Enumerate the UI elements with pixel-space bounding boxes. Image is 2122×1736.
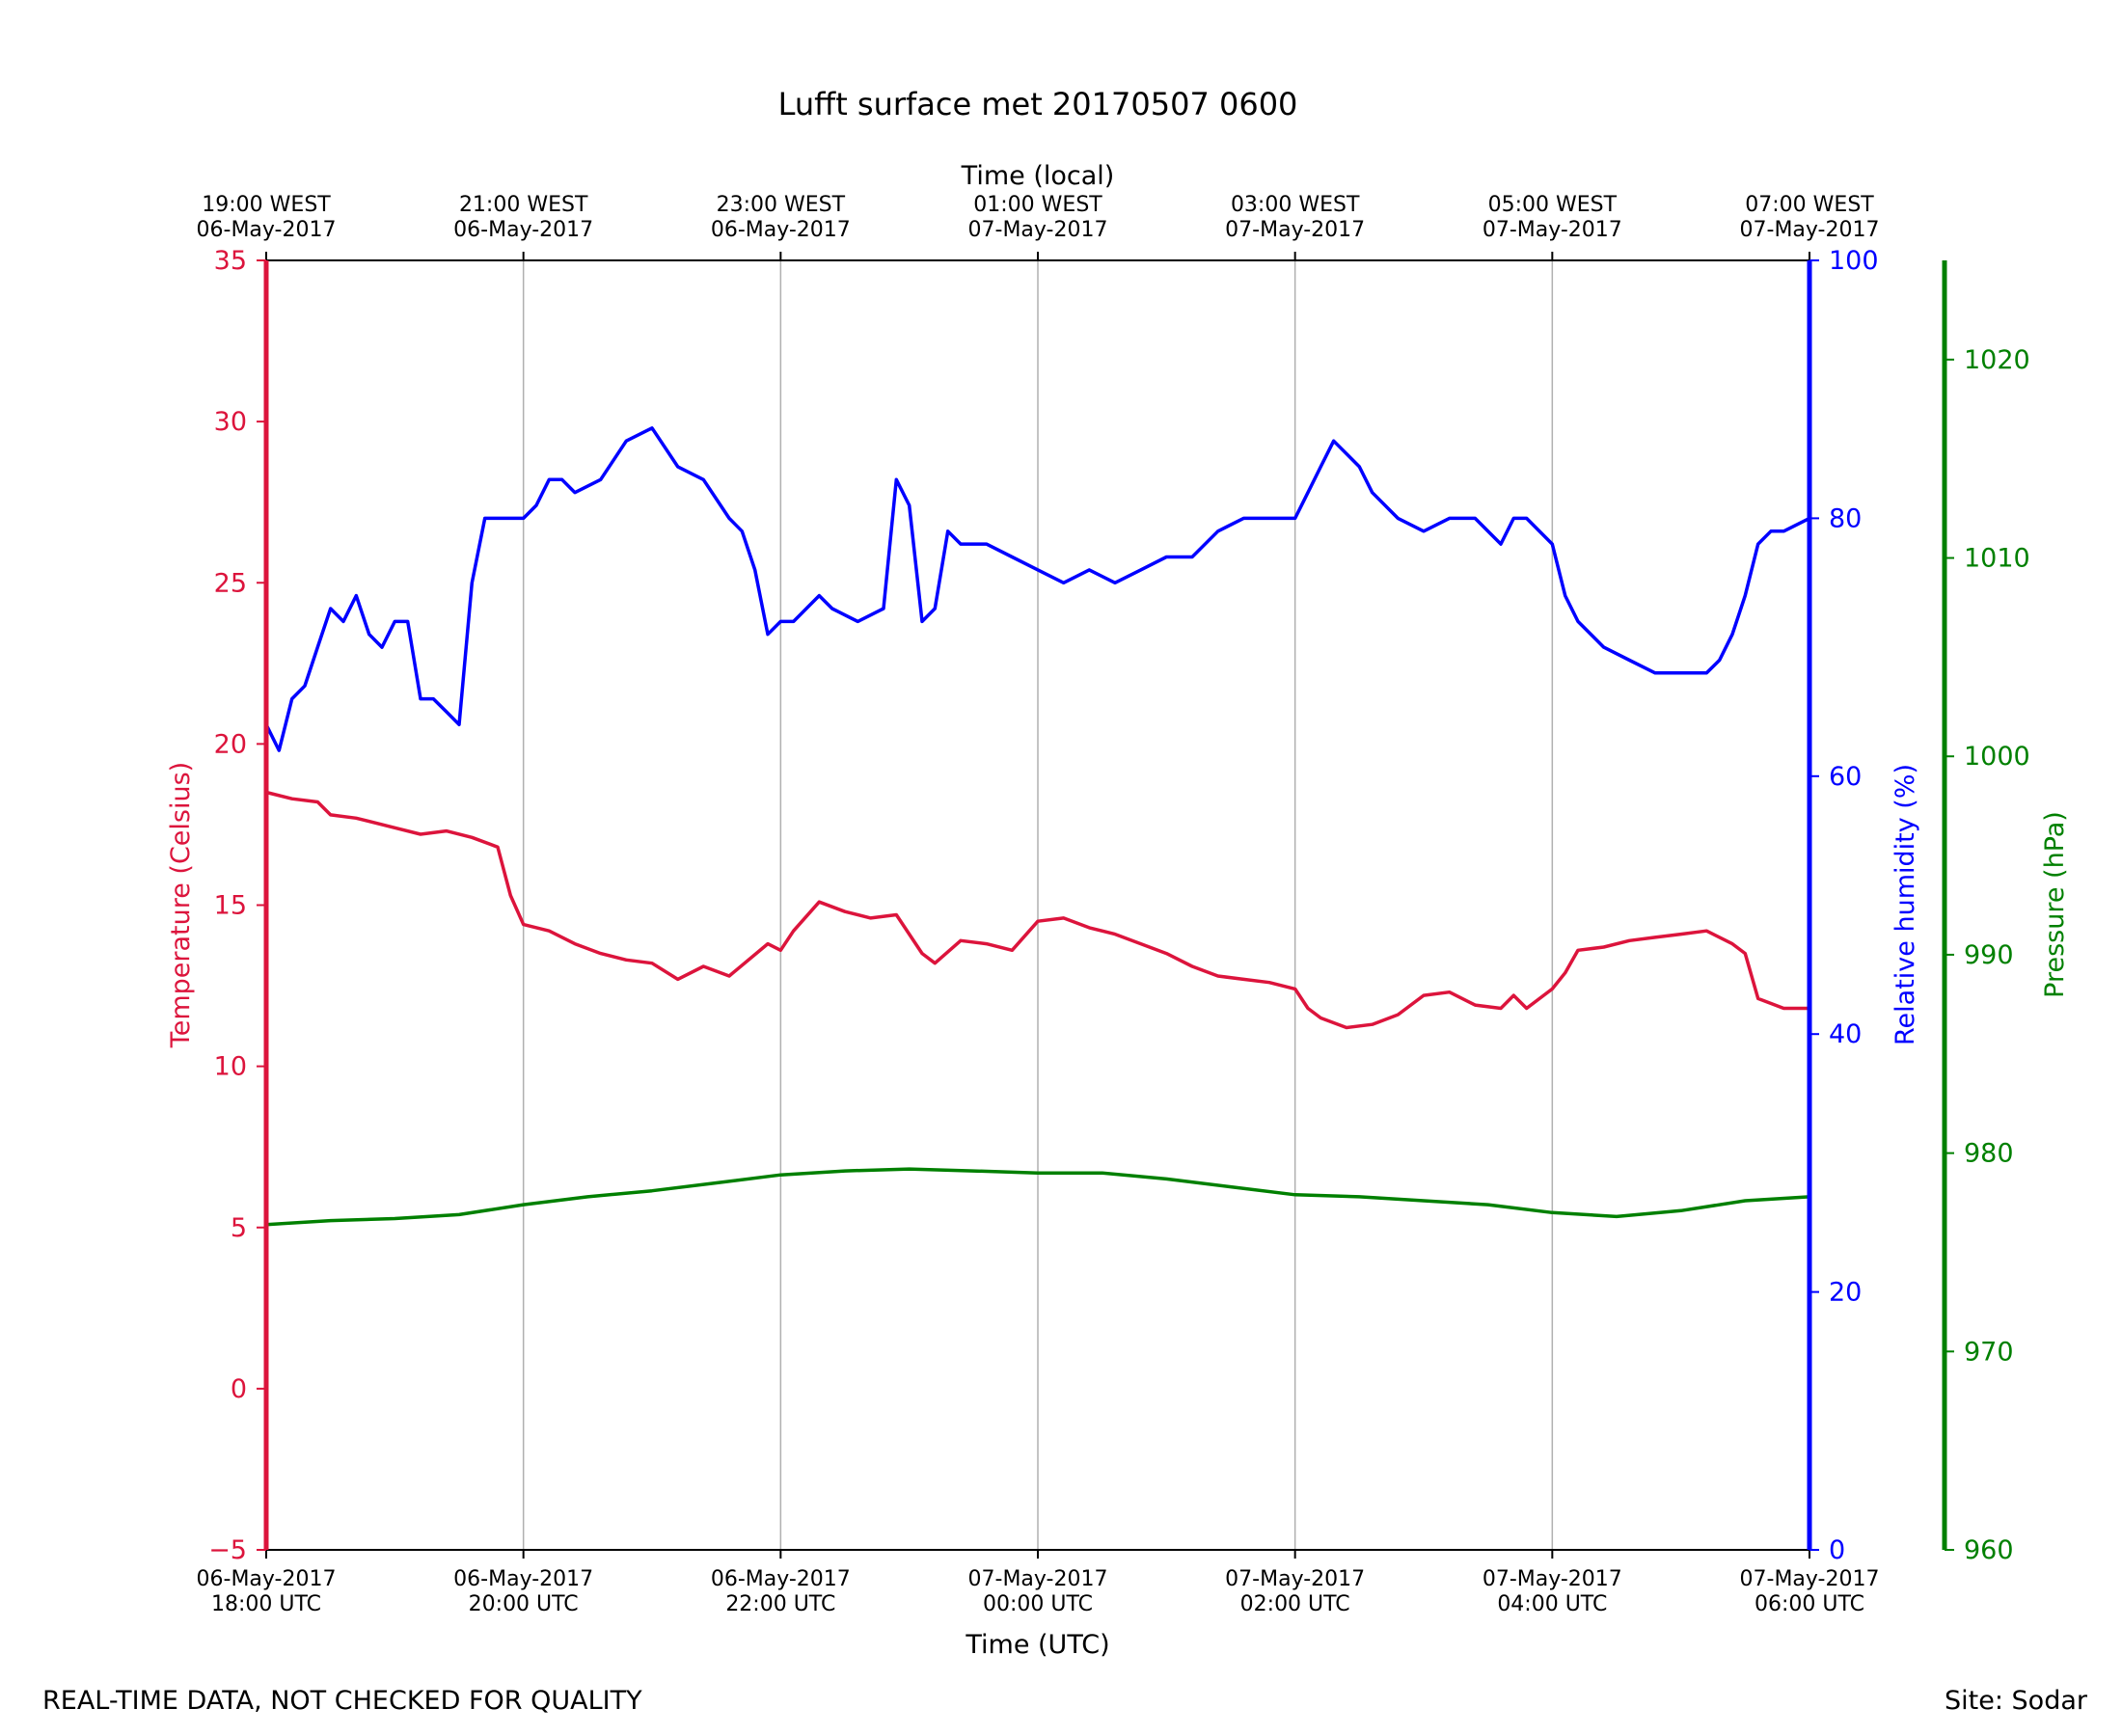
x-tick-label: 06-May-2017 <box>711 1567 851 1591</box>
x2-tick-label: 01:00 WEST <box>973 193 1102 217</box>
x2-tick-label: 06-May-2017 <box>711 218 851 242</box>
pressure-axis: 960 970 980 990 1000 1010 1020 <box>1942 260 2030 1565</box>
site-label: Site: Sodar <box>1945 1686 2087 1716</box>
x2-tick-label: 07:00 WEST <box>1745 193 1874 217</box>
temperature-series-line <box>264 790 1811 1030</box>
vertical-gridlines <box>522 260 1554 1550</box>
temperature-tick-label: 5 <box>231 1213 247 1243</box>
temperature-tick-label: 35 <box>214 246 247 276</box>
humidity-tick-label: 0 <box>1829 1535 1845 1565</box>
temperature-tick-label: 30 <box>214 407 247 437</box>
x-tick-label: 07-May-2017 <box>968 1567 1108 1591</box>
temperature-tick-label: 15 <box>214 891 247 921</box>
pressure-axis-label: Pressure (hPa) <box>2040 811 2070 998</box>
pressure-tick-label: 980 <box>1964 1139 2014 1169</box>
x-tick-label: 00:00 UTC <box>983 1592 1093 1616</box>
x2-tick-label: 19:00 WEST <box>202 193 331 217</box>
temperature-tick-label: −5 <box>208 1535 247 1565</box>
x-tick-label: 20:00 UTC <box>469 1592 579 1616</box>
humidity-tick-label: 100 <box>1829 246 1879 276</box>
x2-tick-label: 07-May-2017 <box>1225 218 1365 242</box>
series-group <box>264 426 1811 1227</box>
temperature-axis-label: Temperature (Celsius) <box>166 762 196 1048</box>
top-axis-label: Time (local) <box>961 161 1115 191</box>
temperature-tick-label: 0 <box>231 1374 247 1404</box>
chart-title: Lufft surface met 20170507 0600 <box>778 86 1298 122</box>
x2-tick-label: 06-May-2017 <box>197 218 337 242</box>
pressure-tick-label: 1020 <box>1964 345 2030 375</box>
pressure-tick-label: 970 <box>1964 1337 2014 1367</box>
temperature-tick-label: 25 <box>214 568 247 598</box>
temperature-tick-label: 20 <box>214 729 247 759</box>
x-tick-label: 07-May-2017 <box>1740 1567 1880 1591</box>
x2-tick-label: 03:00 WEST <box>1231 193 1360 217</box>
temperature-axis: −5 0 5 10 15 20 25 30 35 <box>208 246 269 1565</box>
pressure-tick-label: 1000 <box>1964 742 2030 772</box>
x-tick-label: 06-May-2017 <box>453 1567 593 1591</box>
x2-tick-label: 07-May-2017 <box>1740 218 1880 242</box>
x-tick-label: 04:00 UTC <box>1497 1592 1607 1616</box>
humidity-tick-label: 60 <box>1829 762 1862 792</box>
quality-disclaimer: REAL-TIME DATA, NOT CHECKED FOR QUALITY <box>42 1686 642 1716</box>
x-tick-label: 22:00 UTC <box>725 1592 835 1616</box>
x2-tick-label: 23:00 WEST <box>717 193 846 217</box>
humidity-series-line <box>264 426 1811 752</box>
x-tick-label: 07-May-2017 <box>1483 1567 1622 1591</box>
pressure-tick-label: 960 <box>1964 1535 2014 1565</box>
x-tick-label: 06:00 UTC <box>1755 1592 1864 1616</box>
humidity-tick-label: 80 <box>1829 503 1862 533</box>
x-tick-label: 02:00 UTC <box>1240 1592 1350 1616</box>
pressure-series-line <box>264 1167 1811 1227</box>
humidity-tick-label: 40 <box>1829 1019 1862 1049</box>
x2-tick-label: 07-May-2017 <box>968 218 1108 242</box>
humidity-tick-label: 20 <box>1829 1278 1862 1308</box>
x2-tick-label: 05:00 WEST <box>1488 193 1618 217</box>
x2-tick-label: 06-May-2017 <box>453 218 593 242</box>
humidity-axis: 0 20 40 60 80 100 <box>1807 246 1879 1565</box>
temperature-tick-label: 10 <box>214 1052 247 1082</box>
x2-tick-label: 21:00 WEST <box>459 193 588 217</box>
pressure-tick-label: 990 <box>1964 940 2014 970</box>
x-tick-label: 18:00 UTC <box>211 1592 321 1616</box>
pressure-tick-label: 1010 <box>1964 544 2030 574</box>
bottom-axis-label: Time (UTC) <box>965 1630 1109 1660</box>
x2-tick-label: 07-May-2017 <box>1483 218 1622 242</box>
x-tick-label: 06-May-2017 <box>197 1567 337 1591</box>
humidity-axis-label: Relative humidity (%) <box>1891 764 1920 1045</box>
x-tick-label: 07-May-2017 <box>1225 1567 1365 1591</box>
